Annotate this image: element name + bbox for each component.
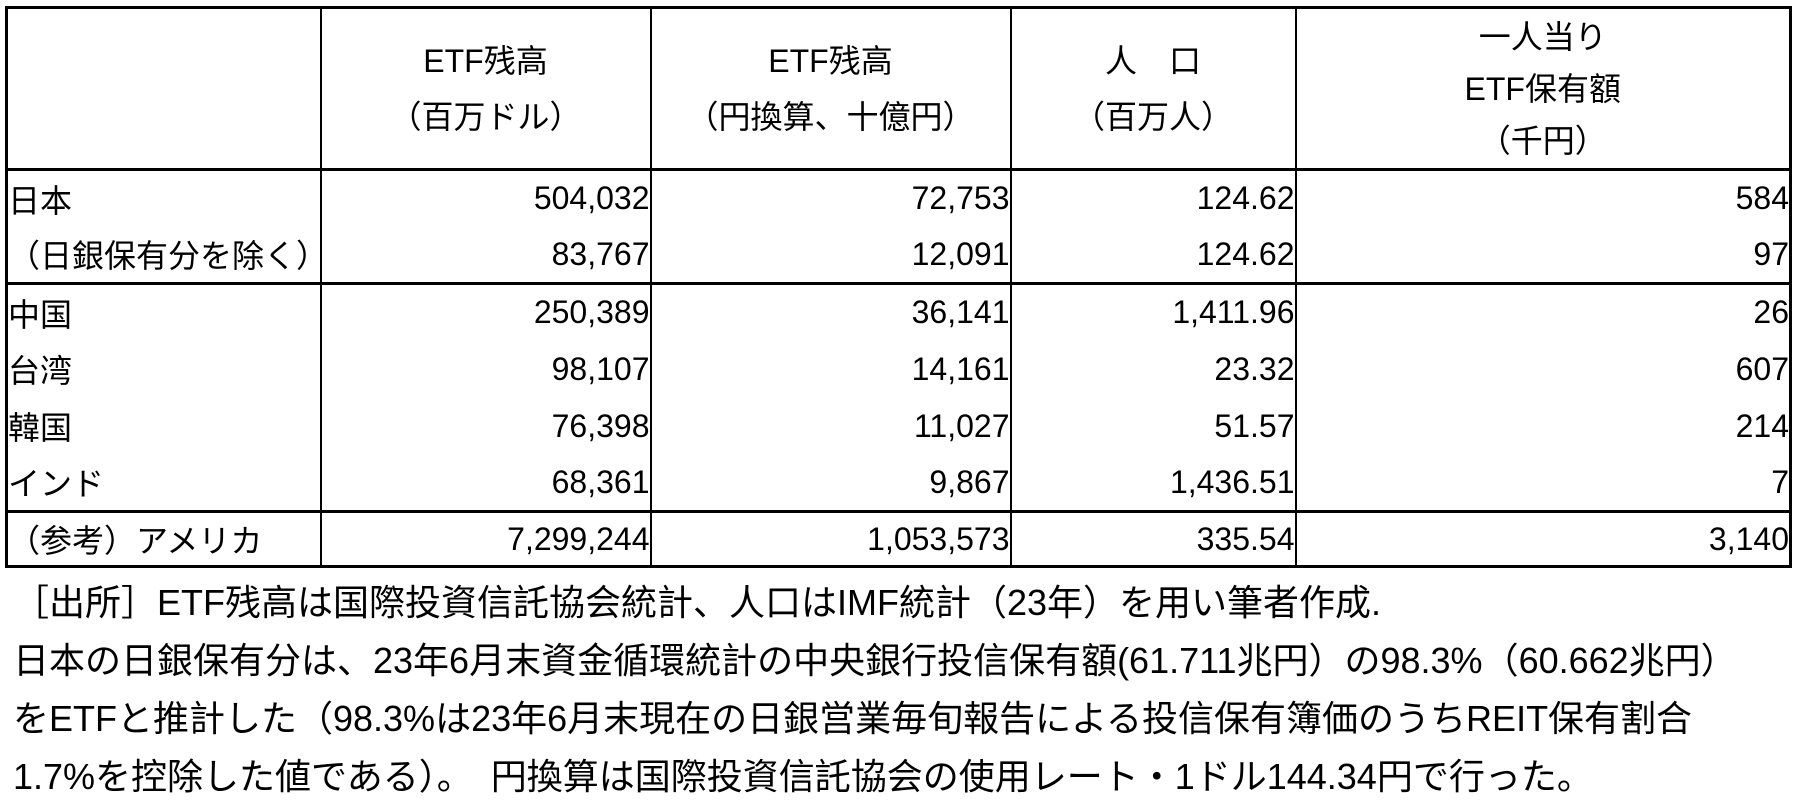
yen-value: 11,027 bbox=[649, 397, 1012, 455]
row-taiwan: 台湾 98,107 14,161 23.32 607 bbox=[5, 340, 1792, 398]
yen-value: 72,753 bbox=[649, 169, 1012, 227]
header-per-capita: 一人当り ETF保有額 （千円） bbox=[1294, 7, 1792, 171]
population-value: 124.62 bbox=[1009, 226, 1297, 285]
usd-value: 76,398 bbox=[319, 397, 652, 455]
usd-value: 250,389 bbox=[319, 283, 652, 341]
usd-value: 7,299,244 bbox=[319, 511, 652, 567]
country-label: （日銀保有分を除く） bbox=[5, 226, 322, 285]
header-per-capita-line2: ETF保有額 bbox=[1464, 70, 1621, 107]
header-per-capita-line3: （千円） bbox=[1478, 122, 1607, 159]
header-country-blank bbox=[5, 7, 322, 171]
country-label: 日本 bbox=[5, 169, 322, 227]
yen-value: 12,091 bbox=[649, 226, 1012, 285]
per-capita-value: 26 bbox=[1294, 283, 1792, 341]
source-note-line-2: 日本の日銀保有分は、23年6月末資金循環統計の中央銀行投信保有額(61.711兆… bbox=[13, 640, 1737, 681]
per-capita-value: 7 bbox=[1294, 454, 1792, 513]
yen-value: 9,867 bbox=[649, 454, 1012, 513]
table-header-row: ETF残高 （百万ドル） ETF残高 （円換算、十億円） 人 口 （百万人） 一… bbox=[5, 7, 1792, 171]
usd-value: 83,767 bbox=[319, 226, 652, 285]
population-value: 335.54 bbox=[1009, 511, 1297, 567]
per-capita-value: 214 bbox=[1294, 397, 1792, 455]
row-korea: 韓国 76,398 11,027 51.57 214 bbox=[5, 397, 1792, 455]
country-label: インド bbox=[5, 454, 322, 513]
usd-value: 98,107 bbox=[319, 340, 652, 398]
header-population: 人 口 （百万人） bbox=[1009, 7, 1297, 171]
row-india: インド 68,361 9,867 1,436.51 7 bbox=[5, 454, 1792, 513]
population-value: 23.32 bbox=[1009, 340, 1297, 398]
source-notes: ［出所］ETF残高は国際投資信託協会統計、人口はIMF統計（23年）を用い筆者作… bbox=[5, 574, 1795, 803]
row-usa-reference: （参考）アメリカ 7,299,244 1,053,573 335.54 3,14… bbox=[5, 511, 1792, 567]
header-etf-balance-usd: ETF残高 （百万ドル） bbox=[319, 7, 652, 171]
row-japan-ex-boj: （日銀保有分を除く） 83,767 12,091 124.62 97 bbox=[5, 226, 1792, 285]
header-population-line1: 人 口 bbox=[1104, 42, 1201, 79]
header-etf-balance-yen-line1: ETF残高 bbox=[768, 42, 893, 79]
country-label: （参考）アメリカ bbox=[5, 511, 322, 567]
row-japan: 日本 504,032 72,753 124.62 584 bbox=[5, 169, 1792, 227]
country-label: 台湾 bbox=[5, 340, 322, 398]
population-value: 51.57 bbox=[1009, 397, 1297, 455]
yen-value: 1,053,573 bbox=[649, 511, 1012, 567]
header-etf-balance-yen-line2: （円換算、十億円） bbox=[686, 98, 975, 135]
country-label: 韓国 bbox=[5, 397, 322, 455]
source-note-line-1: ［出所］ETF残高は国際投資信託協会統計、人口はIMF統計（23年）を用い筆者作… bbox=[13, 582, 1382, 623]
population-value: 1,436.51 bbox=[1009, 454, 1297, 513]
yen-value: 36,141 bbox=[649, 283, 1012, 341]
header-population-line2: （百万人） bbox=[1072, 98, 1233, 135]
per-capita-value: 3,140 bbox=[1294, 511, 1792, 567]
row-china: 中国 250,389 36,141 1,411.96 26 bbox=[5, 283, 1792, 341]
source-note-line-3: をETFと推計した（98.3%は23年6月末現在の日銀営業毎旬報告による投信保有… bbox=[13, 698, 1693, 739]
per-capita-value: 584 bbox=[1294, 169, 1792, 227]
header-etf-balance-usd-line2: （百万ドル） bbox=[389, 98, 582, 135]
yen-value: 14,161 bbox=[649, 340, 1012, 398]
source-note-line-4: 1.7%を控除した値である）。 円換算は国際投資信託協会の使用レート・1ドル14… bbox=[13, 756, 1593, 797]
country-label: 中国 bbox=[5, 283, 322, 341]
population-value: 124.62 bbox=[1009, 169, 1297, 227]
usd-value: 504,032 bbox=[319, 169, 652, 227]
usd-value: 68,361 bbox=[319, 454, 652, 513]
header-etf-balance-yen: ETF残高 （円換算、十億円） bbox=[649, 7, 1012, 171]
per-capita-value: 97 bbox=[1294, 226, 1792, 285]
population-value: 1,411.96 bbox=[1009, 283, 1297, 341]
per-capita-value: 607 bbox=[1294, 340, 1792, 398]
header-per-capita-line1: 一人当り bbox=[1478, 18, 1607, 55]
header-etf-balance-usd-line1: ETF残高 bbox=[423, 42, 548, 79]
etf-balance-table: ETF残高 （百万ドル） ETF残高 （円換算、十億円） 人 口 （百万人） 一… bbox=[5, 6, 1792, 568]
